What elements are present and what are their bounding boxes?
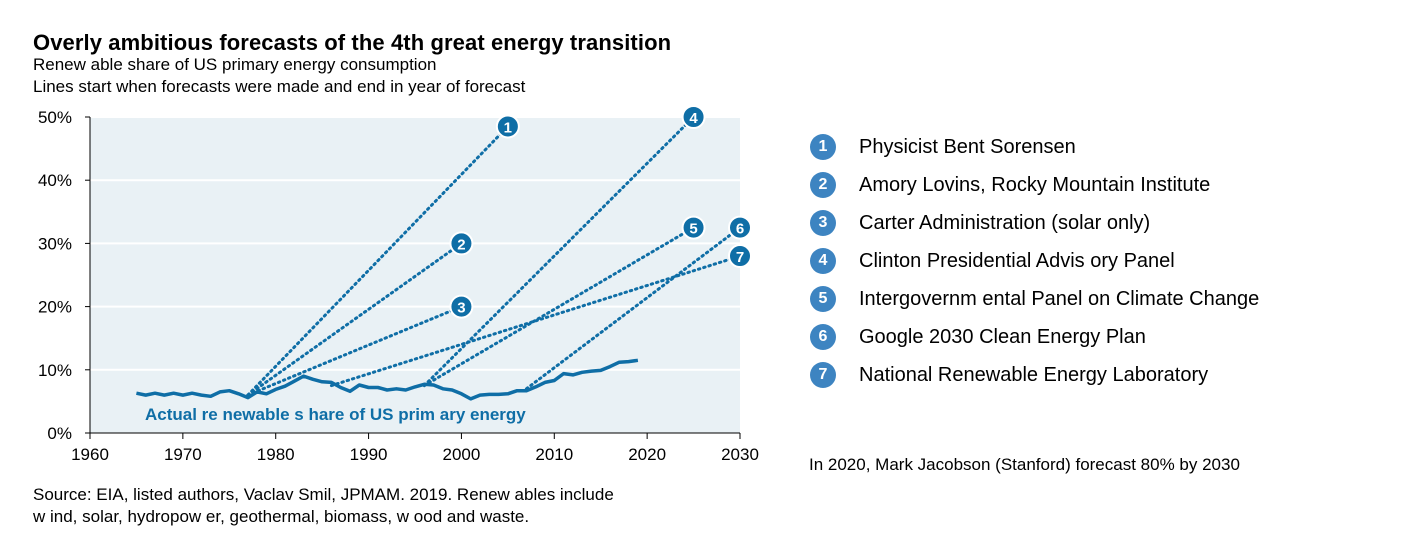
legend-badge-7: 7 [810, 362, 836, 388]
legend-item-5: 5 Intergovernm ental Panel on Climate Cha… [810, 280, 1259, 318]
legend-badge-4: 4 [810, 248, 836, 274]
forecast-line-6 [524, 226, 742, 391]
legend-label-7: National Renewable Energy Laboratory [859, 363, 1209, 386]
forecast-badge-2 [449, 231, 474, 256]
legend-item-4: 4 Clinton Presidential Advis ory Panel [810, 242, 1259, 280]
actual-series-label: Actual re newable s hare of US prim ary … [145, 405, 526, 424]
legend-item-1: 1 Physicist Bent Sorensen [810, 128, 1259, 166]
legend-badge-1: 1 [810, 134, 836, 160]
forecast-badge-4 [681, 105, 706, 129]
legend-label-2: Amory Lovins, Rocky Mountain Institute [859, 173, 1211, 196]
legend-item-2: 2 Amory Lovins, Rocky Mountain Institute [810, 166, 1259, 204]
legend-item-3: 3 Carter Administration (solar only) [810, 204, 1259, 242]
y-tick-label-40: 40% [38, 171, 72, 190]
forecast-badge-label-2: 2 [457, 236, 465, 253]
x-tick-label-2030: 2030 [721, 445, 759, 464]
x-tick-label-2010: 2010 [535, 445, 573, 464]
x-tick-label-2020: 2020 [628, 445, 666, 464]
x-tick-label-1980: 1980 [257, 445, 295, 464]
subtitle-line-2: Lines start when forecasts were made and… [33, 77, 526, 96]
forecast-badge-3 [449, 294, 474, 319]
source-line-1: Source: EIA, listed authors, Vaclav Smil… [33, 485, 614, 504]
legend-badge-6: 6 [810, 324, 836, 350]
forecast-badge-label-7: 7 [736, 249, 744, 266]
subtitle-line-1: Renew able share of US primary energy co… [33, 55, 437, 74]
forecast-line-1 [246, 124, 510, 397]
actual-series-line [136, 358, 639, 401]
jacobson-note: In 2020, Mark Jacobson (Stanford) foreca… [809, 455, 1240, 474]
y-tick-label-10: 10% [38, 361, 72, 380]
legend-label-6: Google 2030 Clean Energy Plan [859, 325, 1146, 348]
y-tick-label-20: 20% [38, 298, 72, 317]
forecast-line-5 [422, 226, 696, 388]
legend-item-7: 7 National Renewable Energy Laboratory [810, 356, 1259, 394]
forecast-line-2 [246, 241, 463, 397]
legend: 1 Physicist Bent Sorensen 2 Amory Lovins, … [810, 128, 1259, 394]
legend-item-6: 6 Google 2030 Clean Energy Plan [810, 318, 1259, 356]
forecast-badge-label-3: 3 [457, 300, 465, 317]
forecast-line-3 [246, 305, 463, 397]
legend-badge-5: 5 [810, 286, 836, 312]
y-tick-label-30: 30% [38, 234, 72, 253]
forecast-badge-label-5: 5 [689, 221, 697, 238]
legend-label-5: Intergovernm ental Panel on Climate Chan… [859, 287, 1260, 310]
x-tick-label-1960: 1960 [71, 445, 109, 464]
legend-label-4: Clinton Presidential Advis ory Panel [859, 249, 1175, 272]
forecast-line-7 [329, 254, 742, 388]
forecast-badge-label-4: 4 [689, 110, 698, 127]
forecast-badge-label-6: 6 [736, 221, 744, 238]
source-note: Source: EIA, listed authors, Vaclav Smil… [33, 484, 614, 528]
forecast-badge-label-1: 1 [504, 119, 512, 136]
source-line-2: w ind, solar, hydropow er, geothermal, b… [33, 507, 530, 526]
x-tick-label-1970: 1970 [164, 445, 202, 464]
forecast-badge-7 [728, 244, 752, 269]
y-tick-label-50: 50% [38, 108, 72, 127]
forecast-badge-1 [495, 114, 520, 139]
legend-label-1: Physicist Bent Sorensen [859, 135, 1076, 158]
x-tick-label-2000: 2000 [443, 445, 481, 464]
chart-title: Overly ambitious forecasts of the 4th gr… [33, 30, 672, 55]
forecast-line-chart: 0% 10% 20% 30% 40% 50% 1960 1970 1980 1990 2000 201… [38, 105, 759, 464]
legend-badge-3: 3 [810, 210, 836, 236]
forecast-badge-6 [728, 215, 752, 240]
y-tick-label-0: 0% [47, 424, 72, 443]
forecast-badge-5 [681, 215, 706, 240]
chart-subtitle: Renew able share of US primary energy co… [33, 54, 525, 98]
legend-badge-2: 2 [810, 172, 836, 198]
legend-label-3: Carter Administration (solar only) [859, 211, 1151, 234]
x-tick-label-1990: 1990 [350, 445, 388, 464]
